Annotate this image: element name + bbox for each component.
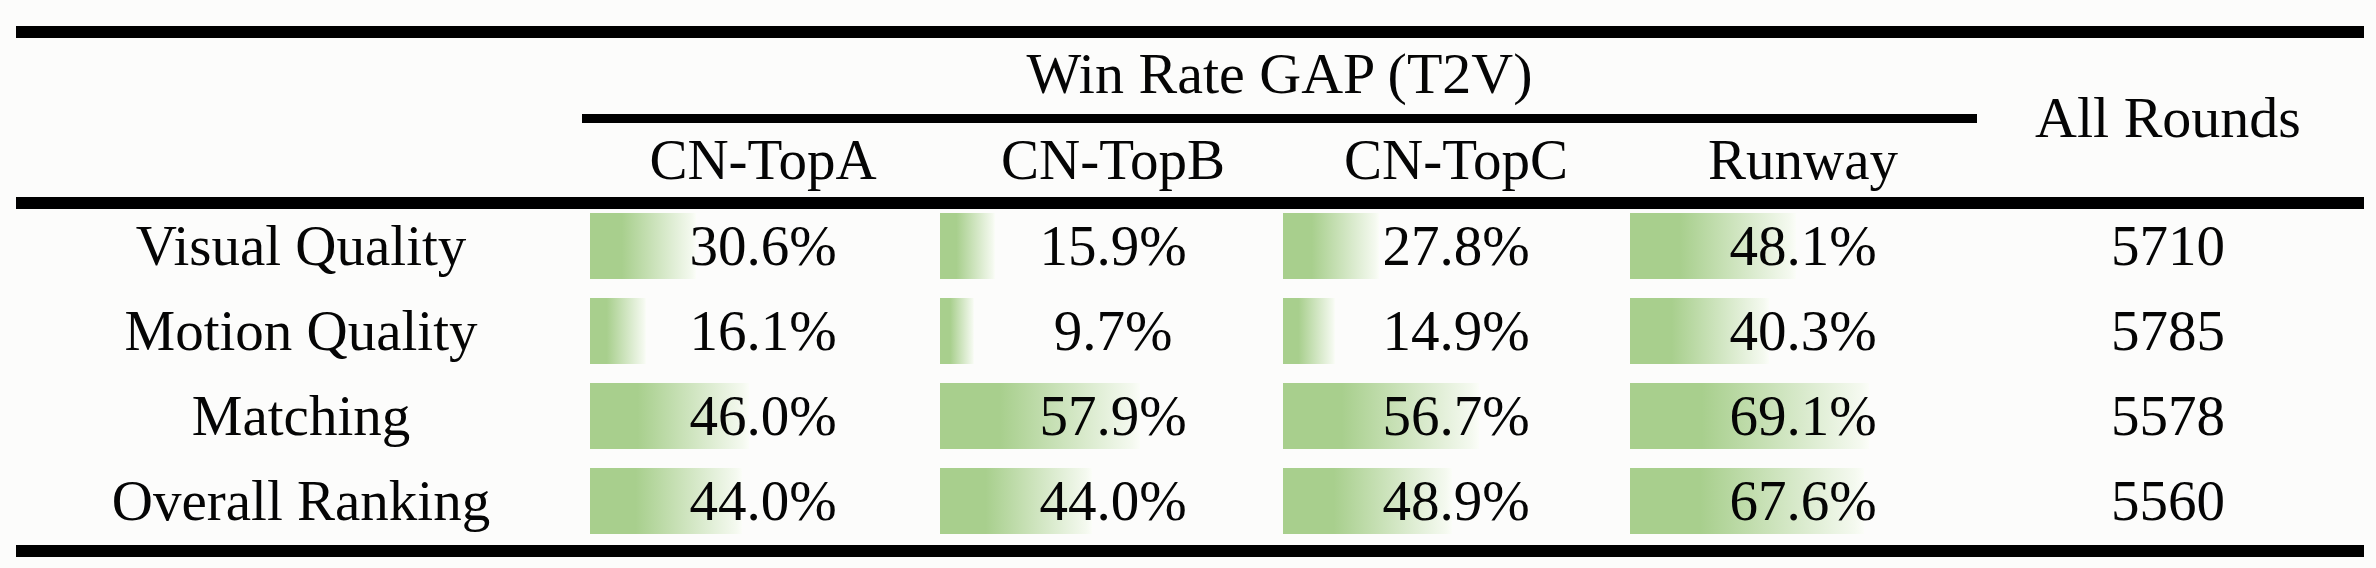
cell-value: 48.1% (1630, 213, 1976, 279)
cell-value: 67.6% (1630, 468, 1976, 534)
cell-value: 14.9% (1283, 298, 1629, 364)
data-cell: 46.0% (590, 383, 936, 449)
table-row: Visual Quality 30.6% 15.9% 27.8% 48.1% 5… (0, 213, 2376, 279)
data-cell: 44.0% (940, 468, 1286, 534)
cell-value: 57.9% (940, 383, 1286, 449)
group-header-win-rate-gap: Win Rate GAP (T2V) (582, 36, 1977, 112)
cell-value: 69.1% (1630, 383, 1976, 449)
cell-value: 44.0% (940, 468, 1286, 534)
cell-value: 56.7% (1283, 383, 1629, 449)
data-cell: 67.6% (1630, 468, 1976, 534)
all-rounds-value: 5578 (1976, 383, 2360, 449)
cell-value: 46.0% (590, 383, 936, 449)
row-label-matching: Matching (16, 383, 586, 449)
data-cell: 48.1% (1630, 213, 1976, 279)
cell-value: 27.8% (1283, 213, 1629, 279)
cell-value: 9.7% (940, 298, 1286, 364)
column-header-cn-topb: CN-TopB (940, 124, 1286, 196)
all-rounds-value: 5560 (1976, 468, 2360, 534)
table-row: Matching 46.0% 57.9% 56.7% 69.1% 5578 (0, 383, 2376, 449)
data-cell: 30.6% (590, 213, 936, 279)
data-cell: 14.9% (1283, 298, 1629, 364)
row-label-visual-quality: Visual Quality (16, 213, 586, 279)
all-rounds-value: 5785 (1976, 298, 2360, 364)
all-rounds-value: 5710 (1976, 213, 2360, 279)
data-cell: 16.1% (590, 298, 936, 364)
column-header-all-rounds: All Rounds (1976, 80, 2360, 156)
row-label-motion-quality: Motion Quality (16, 298, 586, 364)
data-cell: 44.0% (590, 468, 936, 534)
group-header-underline (582, 114, 1977, 123)
data-cell: 56.7% (1283, 383, 1629, 449)
cell-value: 44.0% (590, 468, 936, 534)
cell-value: 30.6% (590, 213, 936, 279)
column-header-cn-topa: CN-TopA (590, 124, 936, 196)
data-cell: 57.9% (940, 383, 1286, 449)
column-header-cn-topc: CN-TopC (1283, 124, 1629, 196)
data-cell: 48.9% (1283, 468, 1629, 534)
data-cell: 9.7% (940, 298, 1286, 364)
cell-value: 15.9% (940, 213, 1286, 279)
data-cell: 15.9% (940, 213, 1286, 279)
column-header-runway: Runway (1630, 124, 1976, 196)
data-cell: 27.8% (1283, 213, 1629, 279)
win-rate-gap-table: Win Rate GAP (T2V) All Rounds CN-TopA CN… (0, 0, 2376, 568)
table-row: Overall Ranking 44.0% 44.0% 48.9% 67.6% … (0, 468, 2376, 534)
table-row: Motion Quality 16.1% 9.7% 14.9% 40.3% 57… (0, 298, 2376, 364)
row-label-overall-ranking: Overall Ranking (16, 468, 586, 534)
data-cell: 40.3% (1630, 298, 1976, 364)
data-cell: 69.1% (1630, 383, 1976, 449)
table-bottom-rule (16, 545, 2364, 557)
cell-value: 16.1% (590, 298, 936, 364)
cell-value: 48.9% (1283, 468, 1629, 534)
cell-value: 40.3% (1630, 298, 1976, 364)
header-body-rule (16, 197, 2364, 209)
